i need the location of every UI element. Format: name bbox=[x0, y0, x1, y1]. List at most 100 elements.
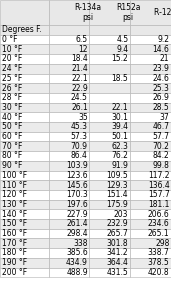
Text: 46.7: 46.7 bbox=[153, 122, 169, 131]
Bar bbox=[0, 112, 49, 122]
Bar bbox=[89, 238, 130, 248]
Text: 140 °F: 140 °F bbox=[2, 210, 27, 219]
Bar bbox=[0, 93, 49, 103]
Text: 488.9: 488.9 bbox=[66, 268, 88, 277]
Bar bbox=[49, 103, 89, 112]
Bar bbox=[0, 209, 49, 219]
Bar bbox=[130, 258, 171, 268]
Bar bbox=[130, 200, 171, 209]
Bar bbox=[130, 93, 171, 103]
Bar bbox=[49, 25, 89, 35]
Bar bbox=[89, 54, 130, 64]
Bar bbox=[49, 268, 89, 277]
Bar bbox=[89, 180, 130, 190]
Bar bbox=[130, 0, 171, 25]
Bar bbox=[49, 219, 89, 229]
Bar bbox=[0, 268, 49, 277]
Bar bbox=[89, 151, 130, 161]
Bar bbox=[0, 103, 49, 112]
Bar bbox=[49, 180, 89, 190]
Bar bbox=[0, 83, 49, 93]
Text: R-134a
psi: R-134a psi bbox=[74, 3, 101, 22]
Text: 385.6: 385.6 bbox=[66, 248, 88, 258]
Text: 6.5: 6.5 bbox=[76, 35, 88, 44]
Bar bbox=[130, 74, 171, 83]
Text: 12: 12 bbox=[78, 45, 88, 54]
Bar bbox=[89, 35, 130, 44]
Bar bbox=[130, 229, 171, 238]
Text: 25.3: 25.3 bbox=[153, 83, 169, 93]
Bar bbox=[89, 83, 130, 93]
Text: 57.3: 57.3 bbox=[71, 132, 88, 141]
Text: 18.5: 18.5 bbox=[111, 74, 128, 83]
Bar bbox=[0, 258, 49, 268]
Bar bbox=[0, 44, 49, 54]
Text: 197.6: 197.6 bbox=[66, 200, 88, 209]
Bar bbox=[49, 258, 89, 268]
Text: 180 °F: 180 °F bbox=[2, 248, 27, 258]
Text: 30.1: 30.1 bbox=[111, 113, 128, 122]
Text: 203: 203 bbox=[114, 210, 128, 219]
Text: 265.1: 265.1 bbox=[148, 229, 169, 238]
Text: 26 °F: 26 °F bbox=[2, 83, 22, 93]
Text: 24.5: 24.5 bbox=[71, 93, 88, 102]
Text: 4.5: 4.5 bbox=[116, 35, 128, 44]
Text: 136.4: 136.4 bbox=[148, 181, 169, 190]
Text: 117.2: 117.2 bbox=[148, 171, 169, 180]
Bar bbox=[0, 238, 49, 248]
Text: 170 °F: 170 °F bbox=[2, 239, 27, 248]
Text: 234.6: 234.6 bbox=[148, 219, 169, 228]
Text: 76.2: 76.2 bbox=[111, 151, 128, 161]
Text: 150 °F: 150 °F bbox=[2, 219, 27, 228]
Text: 130 °F: 130 °F bbox=[2, 200, 27, 209]
Bar bbox=[0, 219, 49, 229]
Bar bbox=[49, 132, 89, 141]
Bar bbox=[49, 161, 89, 171]
Bar bbox=[49, 190, 89, 200]
Bar bbox=[49, 171, 89, 180]
Text: 103.9: 103.9 bbox=[66, 161, 88, 170]
Text: 301.8: 301.8 bbox=[107, 239, 128, 248]
Text: 298.4: 298.4 bbox=[66, 229, 88, 238]
Text: 109.5: 109.5 bbox=[107, 171, 128, 180]
Text: 26.9: 26.9 bbox=[153, 93, 169, 102]
Bar bbox=[130, 132, 171, 141]
Text: R152a
psi: R152a psi bbox=[116, 3, 141, 22]
Bar bbox=[0, 74, 49, 83]
Bar bbox=[49, 44, 89, 54]
Bar bbox=[130, 103, 171, 112]
Text: 40 °F: 40 °F bbox=[2, 113, 22, 122]
Bar bbox=[49, 74, 89, 83]
Text: 157.7: 157.7 bbox=[148, 190, 169, 199]
Text: 261.4: 261.4 bbox=[66, 219, 88, 228]
Bar bbox=[130, 180, 171, 190]
Text: 434.9: 434.9 bbox=[66, 258, 88, 267]
Bar bbox=[0, 171, 49, 180]
Text: 151.4: 151.4 bbox=[107, 190, 128, 199]
Text: 110 °F: 110 °F bbox=[2, 181, 27, 190]
Text: 30 °F: 30 °F bbox=[2, 103, 22, 112]
Bar bbox=[49, 200, 89, 209]
Text: 170.3: 170.3 bbox=[66, 190, 88, 199]
Text: 90 °F: 90 °F bbox=[2, 161, 22, 170]
Bar bbox=[130, 141, 171, 151]
Text: 24 °F: 24 °F bbox=[2, 64, 22, 73]
Bar bbox=[0, 190, 49, 200]
Bar bbox=[49, 112, 89, 122]
Text: 338: 338 bbox=[73, 239, 88, 248]
Text: 22.1: 22.1 bbox=[112, 103, 128, 112]
Bar bbox=[89, 161, 130, 171]
Text: 60 °F: 60 °F bbox=[2, 132, 22, 141]
Text: 420.8: 420.8 bbox=[148, 268, 169, 277]
Text: 26.1: 26.1 bbox=[71, 103, 88, 112]
Text: 86.4: 86.4 bbox=[71, 151, 88, 161]
Bar bbox=[89, 132, 130, 141]
Text: 160 °F: 160 °F bbox=[2, 229, 27, 238]
Bar bbox=[130, 54, 171, 64]
Bar bbox=[89, 219, 130, 229]
Text: 35: 35 bbox=[78, 113, 88, 122]
Text: R-12 psi: R-12 psi bbox=[154, 8, 171, 17]
Text: 24.6: 24.6 bbox=[153, 74, 169, 83]
Text: 21.4: 21.4 bbox=[71, 64, 88, 73]
Bar bbox=[89, 103, 130, 112]
